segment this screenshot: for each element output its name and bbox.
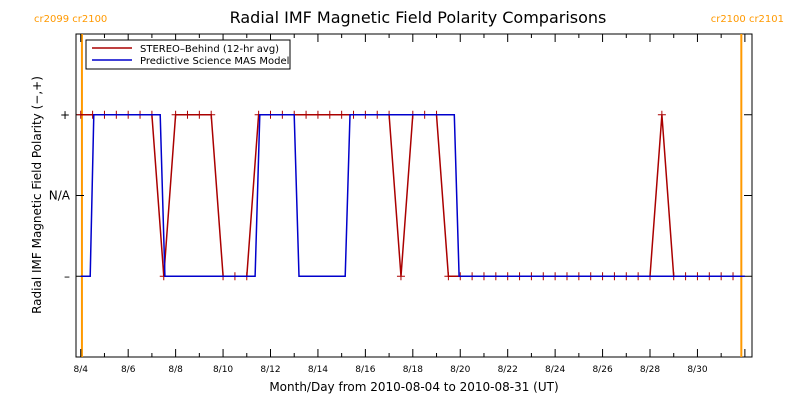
x-tick-label: 8/4 (74, 365, 89, 375)
data-point-marker (302, 110, 311, 119)
data-point-marker (444, 272, 453, 281)
x-tick-label: 8/18 (403, 365, 423, 375)
x-tick-label: 8/6 (121, 365, 136, 375)
data-point-marker (313, 110, 322, 119)
data-point-marker (76, 110, 85, 119)
legend-box (85, 39, 291, 70)
x-tick-label: 8/28 (640, 365, 660, 375)
chart-title: Radial IMF Magnetic Field Polarity Compa… (230, 8, 607, 27)
data-point-marker (657, 110, 666, 119)
x-tick-label: 8/22 (498, 365, 518, 375)
y-axis-label: Radial IMF Magnetic Field Polarity (−,+) (30, 76, 44, 314)
y-tick-label: – (64, 269, 70, 283)
carrington-lines (80, 34, 743, 357)
series-line-mas-model (80, 114, 745, 278)
x-tick-label: 8/26 (592, 365, 612, 375)
legend-label-stereo: STEREO–Behind (12-hr avg) (140, 44, 279, 55)
x-tick-label: 8/10 (213, 365, 233, 375)
data-point-marker (183, 110, 192, 119)
x-axis-label: Month/Day from 2010-08-04 to 2010-08-31 … (269, 380, 558, 394)
data-point-marker (207, 110, 216, 119)
series-layer (76, 110, 745, 281)
y-axis-ticks: + N/A – (49, 108, 752, 283)
x-tick-label: 8/14 (308, 365, 328, 375)
data-point-marker (195, 110, 204, 119)
series-line-stereo (80, 114, 733, 278)
data-point-marker (337, 110, 346, 119)
legend-label-mas-model: Predictive Science MAS Model (140, 56, 289, 67)
carrington-label-left: cr2099 cr2100 (34, 14, 107, 25)
x-tick-label: 8/16 (355, 365, 375, 375)
x-axis-ticks: 8/4 8/6 8/8 8/10 8/12 8/14 8/16 8/18 8/20 8/22 8/2… (74, 34, 746, 375)
legend: STEREO–Behind (12-hr avg) Predictive Sci… (85, 39, 291, 70)
x-tick-label: 8/24 (545, 365, 565, 375)
x-tick-label: 8/30 (687, 365, 707, 375)
plot-frame (75, 33, 753, 358)
y-tick-label: N/A (49, 189, 71, 203)
y-tick-label: + (60, 108, 70, 122)
x-tick-label: 8/8 (168, 365, 183, 375)
carrington-label-right: cr2100 cr2101 (711, 14, 784, 25)
data-point-marker (171, 110, 180, 119)
data-point-marker (325, 110, 334, 119)
x-tick-label: 8/20 (450, 365, 470, 375)
x-tick-label: 8/12 (260, 365, 280, 375)
data-point-marker (396, 272, 405, 281)
